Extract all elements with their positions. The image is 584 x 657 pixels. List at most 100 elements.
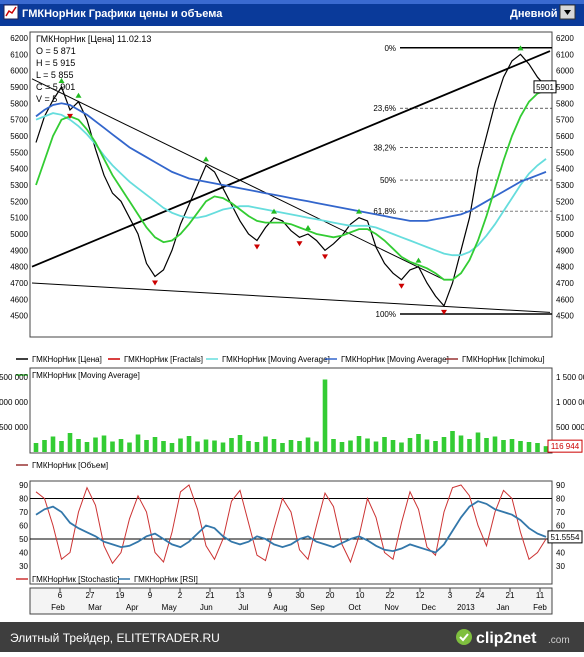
price-ytick-right: 4900: [556, 246, 574, 255]
time-day-tick: 6: [58, 591, 63, 600]
price-ytick-left: 5700: [10, 116, 28, 125]
time-day-tick: 22: [386, 591, 395, 600]
volume-bar: [76, 439, 81, 452]
volume-bar: [195, 441, 200, 452]
price-ytick-left: 4700: [10, 279, 28, 288]
osc-series-line: [35, 484, 547, 565]
osc-ytick-right: 40: [556, 549, 565, 558]
osc-ytick-left: 90: [19, 481, 28, 490]
volume-bar: [84, 442, 90, 452]
price-ytick-right: 5100: [556, 214, 574, 223]
price-ytick-left: 6100: [10, 50, 28, 59]
title-bar[interactable]: [0, 0, 584, 26]
volume-bar: [314, 441, 319, 452]
legend-rsi: ГМКНорНик [RSI]: [134, 575, 198, 584]
osc-last-box: [547, 530, 583, 544]
window-title: ГМКНорНик Графики цены и объема: [22, 8, 223, 20]
volume-ytick-right: 1 000 000: [556, 398, 584, 407]
volume-bar: [390, 440, 396, 452]
price-ytick-left: 5600: [10, 132, 28, 141]
price-ytick-right: 4800: [556, 263, 574, 272]
footer-text: Элитный Трейдер, ELITETRADER.RU: [10, 631, 220, 645]
volume-bar: [492, 436, 498, 452]
volume-bar: [382, 437, 387, 452]
time-day-tick: 20: [326, 591, 335, 600]
volume-ytick-left: 1 000 000: [0, 398, 29, 407]
volume-bar: [322, 379, 328, 452]
clip2net-logo-icon: [456, 629, 472, 645]
price-ytick-left: 4600: [10, 295, 28, 304]
volume-plot-area: [29, 367, 553, 454]
footer-bar: [0, 622, 584, 652]
volume-bar: [212, 440, 217, 452]
volume-bar: [543, 446, 549, 452]
volume-bar: [441, 437, 447, 452]
price-ytick-left: 4800: [10, 263, 28, 272]
price-ytick-right: 5300: [556, 181, 574, 190]
price-ytick-right: 6100: [556, 50, 574, 59]
time-month-tick: Jul: [238, 603, 248, 612]
legend-fractals: ГМКНорНик [Fractals]: [124, 355, 203, 364]
volume-bar: [348, 440, 353, 452]
price-plot-area: [29, 31, 553, 338]
time-month-tick: 2013: [457, 603, 475, 612]
volume-bar: [509, 439, 515, 452]
volume-ytick-right: 1 500 000: [556, 373, 584, 382]
volume-bar: [178, 438, 183, 452]
volume-bar: [220, 442, 226, 452]
volume-bar: [135, 434, 141, 452]
volume-last-tag: 116 944: [551, 442, 580, 451]
price-ytick-right: 5700: [556, 116, 574, 125]
volume-bar: [67, 433, 73, 452]
volume-bar: [237, 435, 243, 452]
volume-bar: [263, 436, 268, 452]
price-ytick-left: 5300: [10, 181, 28, 190]
ohlc-open: O = 5 871: [36, 46, 76, 56]
price-ytick-left: 6200: [10, 34, 28, 43]
volume-bar: [407, 438, 413, 452]
time-day-tick: 9: [268, 591, 273, 600]
price-series-line: [35, 102, 547, 222]
osc-plot-area: [29, 480, 553, 585]
fractal-down-marker: [254, 244, 260, 250]
legend-volume: ГМКНорНик [Объем]: [32, 461, 108, 470]
price-series-line: [35, 89, 547, 281]
volume-ytick-left: 500 000: [0, 423, 29, 432]
fractal-up-marker: [415, 257, 422, 263]
volume-bar: [416, 434, 421, 452]
price-ytick-left: 5400: [10, 165, 28, 174]
time-month-tick: Oct: [348, 603, 361, 612]
legend-ma-green: ГМКНорНик [Moving Average]: [32, 371, 140, 380]
time-day-tick: 19: [116, 591, 125, 600]
volume-bar: [280, 443, 285, 452]
volume-bar: [433, 441, 438, 452]
volume-bar: [169, 443, 175, 452]
volume-bar: [339, 442, 345, 452]
volume-bar: [467, 439, 472, 452]
fractal-down-marker: [398, 283, 405, 289]
price-ytick-right: 4500: [556, 312, 574, 321]
price-ytick-right: 4600: [556, 295, 574, 304]
volume-bar: [144, 440, 149, 452]
volume-bar: [101, 435, 107, 452]
price-ytick-left: 4500: [10, 312, 28, 321]
volume-bar: [33, 443, 39, 452]
price-ytick-left: 5800: [10, 99, 28, 108]
volume-bar: [186, 436, 192, 452]
chart-window-icon-glyph: [5, 6, 17, 17]
period-button[interactable]: Дневной: [510, 8, 558, 20]
osc-ytick-left: 60: [19, 522, 28, 531]
price-ytick-left: 5500: [10, 148, 28, 157]
osc-ytick-left: 50: [19, 535, 28, 544]
time-month-tick: Aug: [273, 603, 287, 612]
osc-series-line: [35, 500, 547, 554]
time-day-tick: 13: [236, 591, 245, 600]
volume-last-box: [547, 439, 583, 453]
price-ytick-right: 5400: [556, 165, 574, 174]
time-month-tick: Nov: [385, 603, 399, 612]
fractal-up-marker: [75, 92, 82, 98]
fib-label: 0%: [384, 44, 396, 53]
time-day-tick: 10: [356, 591, 365, 600]
ohlc-volume: V = 5: [36, 94, 57, 104]
